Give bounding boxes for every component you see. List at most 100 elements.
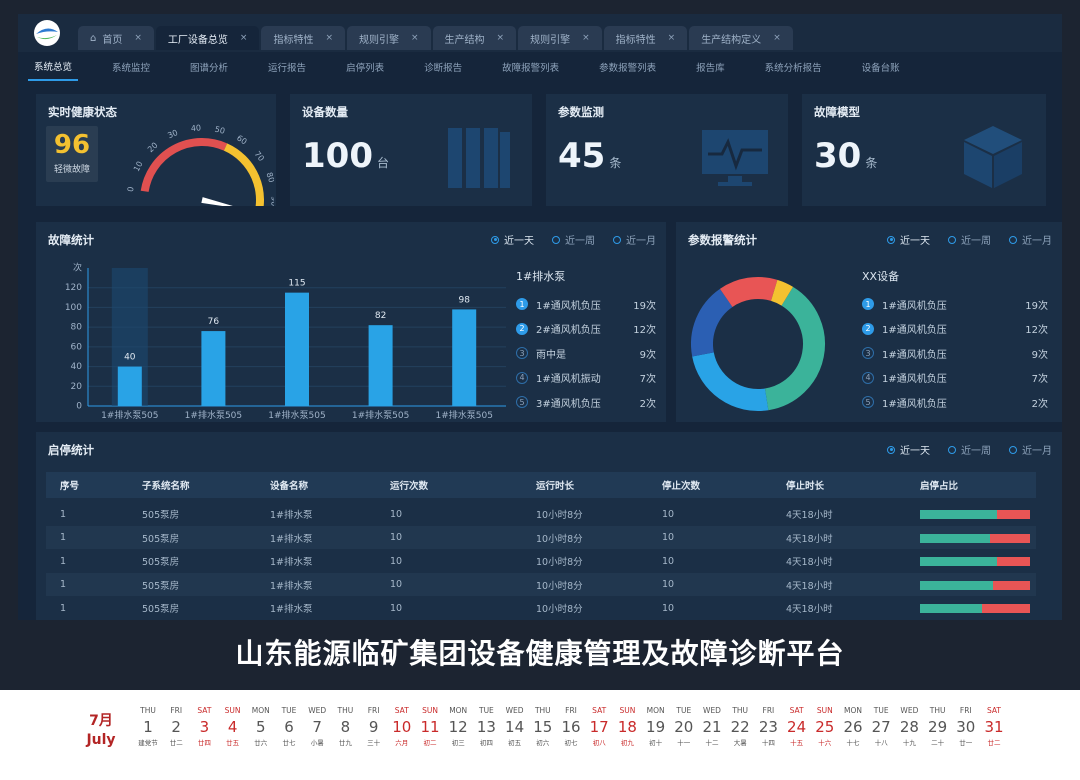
subnav-item[interactable]: 启停列表 — [346, 63, 385, 74]
column-header: 子系统名称 — [142, 481, 190, 492]
range-radio[interactable]: 近一周 — [948, 442, 991, 457]
subnav-item[interactable]: 运行报告 — [268, 63, 307, 74]
range-radio[interactable]: 近一周 — [552, 232, 595, 247]
range-radio[interactable]: 近一天 — [887, 442, 930, 457]
top-bar: ⌂ 首页 × 工厂设备总览 × 指标特性 × 规则引擎 × 生产结构 × 规则引擎 × 指标特性 × 生产结构… — [18, 14, 1062, 52]
range-radio[interactable]: 近一周 — [948, 232, 991, 247]
weekday-label: WED — [308, 706, 327, 715]
table-row[interactable]: 1 505泵房 1#排水泵 10 10小时8分 10 4天18小时 — [46, 596, 1036, 620]
subnav-item[interactable]: 诊断报告 — [424, 63, 463, 74]
subnav-item[interactable]: 参数报警列表 — [599, 63, 657, 74]
bar[interactable] — [201, 331, 226, 406]
weekday-label: SUN — [619, 706, 636, 715]
gauge-tick-label: 60 — [235, 133, 248, 146]
kpi-title: 故障模型 — [814, 105, 860, 119]
table-row[interactable]: 1 505泵房 1#排水泵 10 10小时8分 10 4天18小时 — [46, 549, 1036, 573]
table-row[interactable]: 1 505泵房 1#排水泵 10 10小时8分 10 4天18小时 — [46, 572, 1036, 597]
tab-0[interactable]: ⌂ 首页 × — [78, 26, 154, 50]
tab-6[interactable]: 指标特性 × — [603, 26, 688, 50]
close-icon[interactable]: × — [134, 33, 142, 43]
close-icon[interactable]: × — [411, 33, 419, 43]
bar[interactable] — [285, 292, 309, 406]
close-icon[interactable]: × — [496, 33, 505, 43]
close-icon[interactable]: × — [773, 33, 781, 43]
rank-row[interactable]: 3 雨中是 9次 — [516, 341, 656, 365]
table-header: 序号 子系统名称 设备名称 运行次数 运行时长 停止次数 停止时长 启停占比 — [46, 472, 1036, 498]
tab-3[interactable]: 规则引擎 × — [347, 26, 431, 50]
range-radio[interactable]: 近一天 — [887, 232, 930, 247]
rank-row[interactable]: 2 1#通风机负压 12次 — [862, 317, 1048, 341]
close-icon[interactable]: × — [582, 33, 590, 43]
rank-row[interactable]: 5 1#通风机负压 2次 — [862, 390, 1048, 414]
monitor-icon — [702, 130, 768, 186]
bar[interactable] — [117, 366, 142, 406]
subnav-item[interactable]: 报告库 — [696, 63, 725, 74]
kpi-title: 设备数量 — [302, 105, 348, 119]
fault-stats-title: 故障统计 — [48, 233, 94, 247]
donut-slice[interactable] — [691, 288, 733, 357]
gauge-tick-label: 10 — [132, 160, 145, 173]
close-icon[interactable]: × — [239, 33, 248, 43]
calendar-day: THU 15 初六 — [529, 706, 557, 747]
tab-7[interactable]: 生产结构定义 × — [689, 26, 793, 50]
donut-slice[interactable] — [770, 279, 794, 306]
range-radio[interactable]: 近一月 — [1009, 232, 1052, 247]
radio-label: 近一天 — [504, 236, 534, 247]
calendar-day: WED 7 小暑 — [303, 706, 331, 747]
bar-value-label: 115 — [288, 279, 305, 289]
tab-label: 工厂设备总览 — [167, 34, 228, 46]
calendar-day: SUN 4 廿五 — [219, 706, 247, 747]
stop-portion — [981, 604, 1030, 613]
rank-count: 12次 — [633, 325, 656, 336]
table-row[interactable]: 1 505泵房 1#排水泵 10 10小时8分 10 4天18小时 — [46, 502, 1036, 526]
subnav-item[interactable]: 系统分析报告 — [764, 63, 822, 74]
day-number: 28 — [899, 718, 919, 736]
rank-number: 1 — [516, 298, 528, 310]
table-cell: 10 — [390, 579, 403, 590]
range-radio[interactable]: 近一月 — [1009, 442, 1052, 457]
day-number: 5 — [256, 718, 266, 736]
tab-2[interactable]: 指标特性 × — [261, 26, 345, 50]
table-row[interactable]: 1 505泵房 1#排水泵 10 10小时8分 10 4天18小时 — [46, 525, 1036, 550]
rank-row[interactable]: 4 1#通风机振动 7次 — [516, 366, 656, 390]
subnav-item[interactable]: 图谱分析 — [190, 63, 229, 74]
day-number: 12 — [448, 718, 468, 736]
donut-slice[interactable] — [692, 351, 769, 411]
range-radio[interactable]: 近一月 — [613, 232, 656, 247]
rank-row[interactable]: 1 1#通风机负压 19次 — [516, 292, 656, 316]
rank-row[interactable]: 5 3#通风机负压 2次 — [516, 390, 656, 414]
rank-row[interactable]: 2 2#通风机负压 12次 — [516, 317, 656, 341]
close-icon[interactable]: × — [667, 33, 676, 43]
donut-slice[interactable] — [764, 286, 825, 411]
rank-row[interactable]: 4 1#通风机负压 7次 — [862, 366, 1048, 390]
lunar-label: 十七 — [846, 739, 860, 747]
rank-row[interactable]: 1 1#通风机负压 19次 — [862, 292, 1048, 316]
weekday-label: SAT — [592, 706, 607, 715]
calendar-day: TUE 20 十一 — [670, 706, 698, 747]
rank-row[interactable]: 3 1#通风机负压 9次 — [862, 341, 1048, 365]
subnav-item[interactable]: 故障报警列表 — [502, 63, 560, 74]
calendar-day: FRI 23 十四 — [754, 706, 782, 747]
close-icon[interactable]: × — [325, 33, 333, 43]
stop-portion — [990, 533, 1030, 543]
day-number: 24 — [787, 718, 807, 736]
subnav-item[interactable]: 设备台账 — [861, 63, 900, 74]
rank-name: 雨中是 — [536, 349, 566, 361]
bookshelf-icon — [448, 128, 510, 188]
range-radio[interactable]: 近一天 — [491, 232, 534, 247]
lunar-label: 初八 — [592, 739, 606, 747]
weekday-label: FRI — [762, 706, 775, 715]
start-stop-range: 近一天 近一周 近一月 — [869, 442, 1052, 457]
subnav-item[interactable]: 系统监控 — [112, 63, 151, 74]
tab-5[interactable]: 规则引擎 × — [518, 26, 602, 50]
calendar-day: SAT 31 廿二 — [980, 706, 1008, 747]
donut-slice[interactable] — [719, 277, 778, 308]
subnav-item[interactable]: 系统总览 — [28, 53, 79, 81]
tab-4[interactable]: 生产结构 × — [432, 26, 517, 50]
bar[interactable] — [452, 309, 477, 406]
bar[interactable] — [368, 325, 393, 406]
tab-1[interactable]: 工厂设备总览 × — [155, 26, 260, 50]
calendar-strip: 7月 July THU 1 建党节 FRI 2 廿二 SAT 3 廿四 SUN 4 廿五 MON 5 廿六 T… — [0, 690, 1080, 780]
rank-number: 4 — [516, 371, 528, 384]
weekday-label: SAT — [789, 706, 804, 715]
